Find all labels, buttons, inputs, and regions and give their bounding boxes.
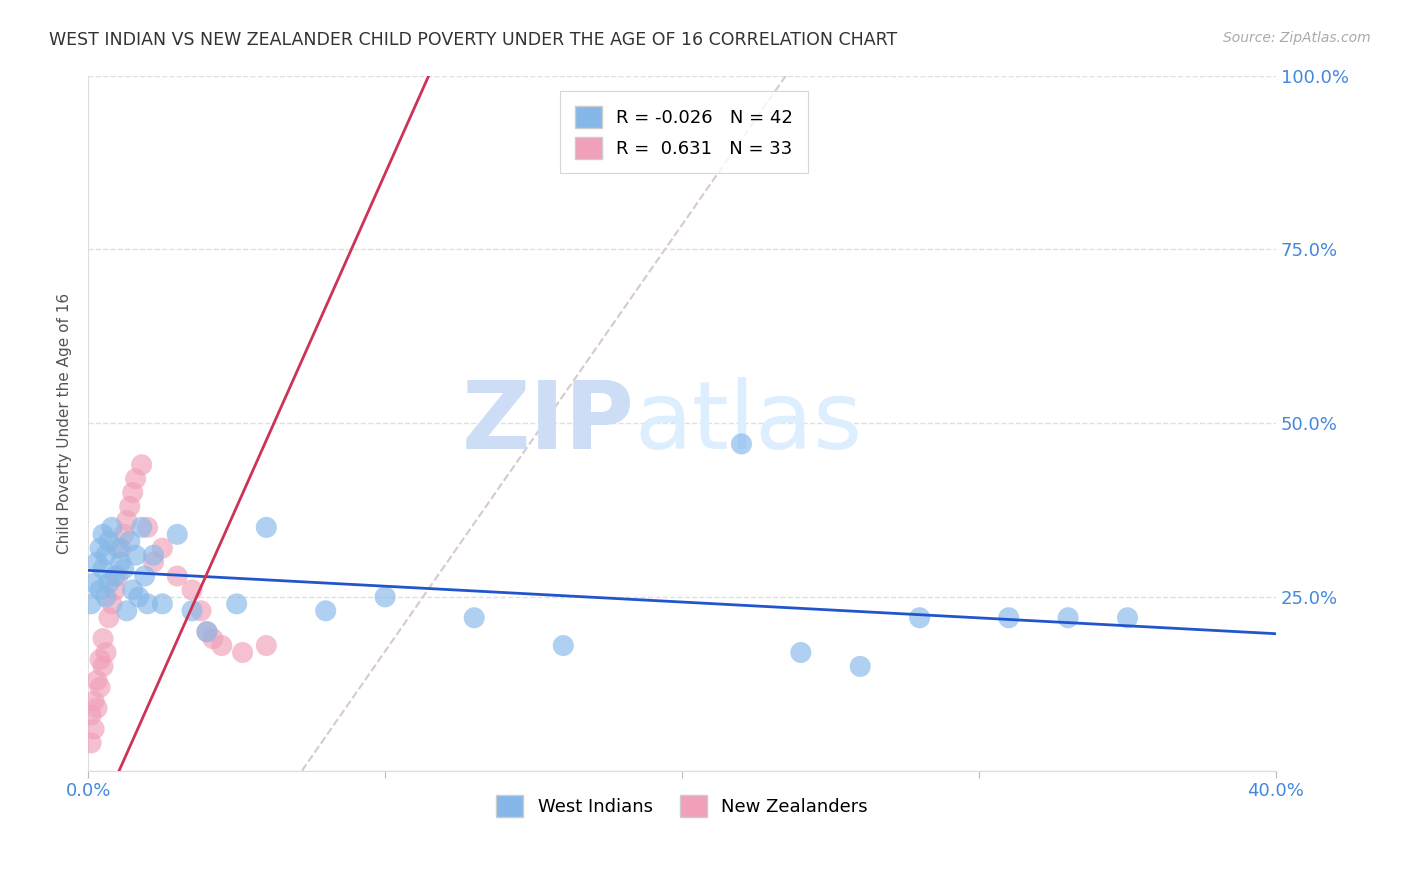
Point xyxy=(110,555,132,569)
Point xyxy=(86,673,108,688)
Point xyxy=(97,534,120,549)
Point xyxy=(89,541,111,556)
Point xyxy=(124,472,146,486)
Point xyxy=(80,736,103,750)
Point xyxy=(211,639,233,653)
Point xyxy=(91,659,114,673)
Point xyxy=(128,590,150,604)
Point xyxy=(1057,611,1080,625)
Point xyxy=(553,639,575,653)
Point xyxy=(121,582,143,597)
Text: WEST INDIAN VS NEW ZEALANDER CHILD POVERTY UNDER THE AGE OF 16 CORRELATION CHART: WEST INDIAN VS NEW ZEALANDER CHILD POVER… xyxy=(49,31,897,49)
Point xyxy=(80,708,103,723)
Point xyxy=(107,541,129,556)
Point xyxy=(150,597,173,611)
Point xyxy=(142,555,165,569)
Point xyxy=(232,646,254,660)
Point xyxy=(463,611,485,625)
Point xyxy=(94,646,117,660)
Point xyxy=(181,582,204,597)
Point xyxy=(131,520,153,534)
Point xyxy=(849,659,872,673)
Point xyxy=(89,652,111,666)
Point xyxy=(101,520,124,534)
Point xyxy=(134,569,156,583)
Point xyxy=(136,597,159,611)
Text: atlas: atlas xyxy=(634,377,863,469)
Point xyxy=(112,527,135,541)
Point xyxy=(374,590,396,604)
Point xyxy=(254,520,277,534)
Point xyxy=(94,548,117,562)
Point xyxy=(124,548,146,562)
Point xyxy=(86,555,108,569)
Point xyxy=(315,604,337,618)
Point xyxy=(83,694,105,708)
Point xyxy=(89,680,111,694)
Point xyxy=(118,534,141,549)
Y-axis label: Child Poverty Under the Age of 16: Child Poverty Under the Age of 16 xyxy=(58,293,72,554)
Point xyxy=(91,562,114,576)
Point xyxy=(115,513,138,527)
Point xyxy=(118,500,141,514)
Point xyxy=(195,624,218,639)
Point xyxy=(86,701,108,715)
Text: ZIP: ZIP xyxy=(461,377,634,469)
Point xyxy=(91,527,114,541)
Point xyxy=(908,611,931,625)
Point xyxy=(97,576,120,591)
Point xyxy=(112,562,135,576)
Point xyxy=(97,611,120,625)
Point xyxy=(254,639,277,653)
Point xyxy=(101,597,124,611)
Point xyxy=(89,582,111,597)
Point xyxy=(104,569,127,583)
Point xyxy=(790,646,813,660)
Point xyxy=(997,611,1019,625)
Point xyxy=(730,437,752,451)
Point xyxy=(121,485,143,500)
Point xyxy=(166,569,188,583)
Point xyxy=(190,604,212,618)
Point xyxy=(94,590,117,604)
Point xyxy=(107,569,129,583)
Point xyxy=(104,582,127,597)
Point xyxy=(225,597,247,611)
Point xyxy=(150,541,173,556)
Point xyxy=(83,576,105,591)
Point xyxy=(115,604,138,618)
Point xyxy=(83,722,105,736)
Point xyxy=(181,604,204,618)
Text: Source: ZipAtlas.com: Source: ZipAtlas.com xyxy=(1223,31,1371,45)
Point xyxy=(1116,611,1139,625)
Point xyxy=(142,548,165,562)
Point xyxy=(201,632,224,646)
Point xyxy=(131,458,153,472)
Point xyxy=(91,632,114,646)
Point xyxy=(110,541,132,556)
Point xyxy=(195,624,218,639)
Point xyxy=(80,597,103,611)
Legend: West Indians, New Zealanders: West Indians, New Zealanders xyxy=(489,788,875,824)
Point xyxy=(136,520,159,534)
Point xyxy=(166,527,188,541)
